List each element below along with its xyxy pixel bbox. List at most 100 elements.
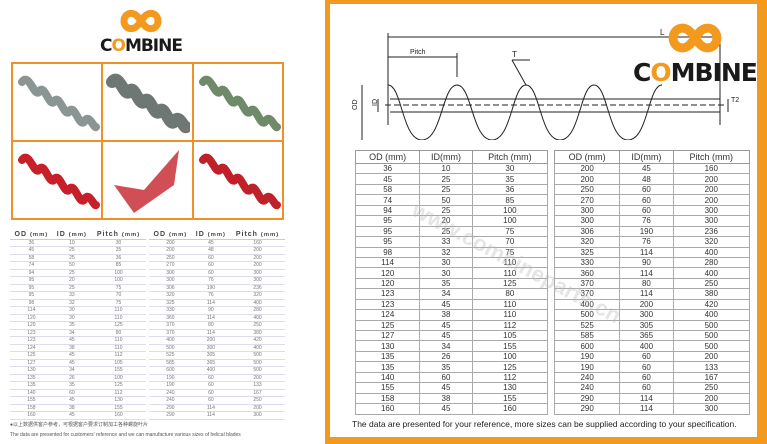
od-cell: 94 bbox=[10, 269, 53, 277]
pitch-cell: 280 bbox=[230, 306, 285, 315]
pitch-cell: 380 bbox=[230, 329, 285, 337]
pitch-cell: 420 bbox=[230, 336, 285, 345]
pitch-cell: 300 bbox=[672, 403, 751, 415]
pitch-cell: 200 bbox=[230, 261, 285, 270]
id-cell: 60 bbox=[191, 254, 231, 262]
table-row: 140 60 112 bbox=[10, 389, 146, 397]
id-cell: 45 bbox=[419, 298, 473, 311]
od-cell: 95 bbox=[354, 236, 421, 248]
id-cell: 48 bbox=[619, 173, 674, 185]
pitch-cell: 400 bbox=[672, 267, 751, 279]
id-cell: 10 bbox=[52, 239, 92, 247]
od-cell: 585 bbox=[149, 359, 192, 367]
id-cell: 25 bbox=[419, 225, 473, 238]
od-cell: 290 bbox=[149, 404, 192, 412]
od-cell: 120 bbox=[10, 314, 53, 322]
id-cell: 33 bbox=[419, 236, 473, 248]
size-table-1: OD (mm) ID(mm) Pitch (mm) 36 10 30 45 25 35 58… bbox=[354, 150, 549, 415]
pitch-cell: 36 bbox=[471, 183, 549, 196]
od-cell: 120 bbox=[10, 321, 53, 330]
table-row: 58 25 36 bbox=[10, 254, 146, 262]
pitch-cell: 110 bbox=[91, 344, 146, 352]
od-cell: 130 bbox=[354, 340, 421, 352]
od-cell: 114 bbox=[354, 256, 421, 269]
id-cell: 76 bbox=[191, 291, 231, 300]
od-cell: 95 bbox=[354, 215, 421, 227]
table-row: 160 45 160 bbox=[10, 411, 146, 420]
id-cell: 32 bbox=[419, 246, 473, 258]
pitch-cell: 85 bbox=[471, 194, 549, 206]
id-cell: 34 bbox=[419, 288, 473, 300]
od-cell: 585 bbox=[553, 329, 621, 342]
table-row: 270 60 200 bbox=[149, 261, 285, 270]
pitch-cell: 500 bbox=[230, 359, 285, 367]
od-cell: 130 bbox=[10, 366, 53, 375]
od-cell: 300 bbox=[149, 269, 192, 277]
col-od: OD (mm) bbox=[553, 150, 621, 164]
pitch-cell: 125 bbox=[91, 321, 146, 330]
table-row: 370 114 380 bbox=[149, 329, 285, 337]
table-row: 95 20 100 bbox=[10, 276, 146, 285]
id-cell: 30 bbox=[52, 314, 92, 322]
id-cell: 114 bbox=[619, 288, 674, 300]
id-cell: 45 bbox=[52, 396, 92, 405]
od-cell: 127 bbox=[10, 359, 53, 367]
table-row: 155 45 130 bbox=[354, 382, 549, 394]
od-cell: 325 bbox=[149, 299, 192, 307]
pitch-cell: 100 bbox=[471, 215, 549, 227]
table-row: 124 38 110 bbox=[354, 309, 549, 321]
od-cell: 400 bbox=[553, 298, 621, 311]
pitch-cell: 200 bbox=[230, 374, 285, 382]
od-cell: 74 bbox=[354, 194, 421, 206]
table-row: 94 25 100 bbox=[354, 204, 549, 217]
left-note-chinese: ●以上数据供客户参考，可根据客户要求订制加工各种螺旋叶片 bbox=[10, 422, 149, 428]
col-od: OD (mm) bbox=[149, 230, 192, 240]
od-cell: 370 bbox=[553, 277, 621, 290]
id-cell: 76 bbox=[619, 215, 674, 227]
od-cell: 125 bbox=[10, 351, 53, 360]
id-cell: 60 bbox=[191, 381, 231, 390]
table-row: 240 60 250 bbox=[553, 382, 751, 394]
table-row: 585 365 500 bbox=[553, 329, 751, 342]
id-cell: 35 bbox=[52, 381, 92, 390]
table-row: 585 365 500 bbox=[149, 359, 285, 367]
col-id: ID(mm) bbox=[419, 150, 473, 164]
od-cell: 123 bbox=[10, 336, 53, 345]
table-row: 240 60 167 bbox=[553, 371, 751, 384]
pitch-cell: 500 bbox=[672, 340, 751, 352]
id-cell: 45 bbox=[52, 336, 92, 345]
pitch-cell: 236 bbox=[672, 225, 751, 238]
table-row: 36 10 30 bbox=[10, 239, 146, 247]
table-row: 190 60 133 bbox=[149, 381, 285, 390]
product-photo-red-spiral-blade bbox=[13, 142, 102, 218]
pitch-cell: 400 bbox=[230, 314, 285, 322]
id-cell: 25 bbox=[419, 183, 473, 196]
id-cell: 90 bbox=[619, 256, 674, 269]
table-row: 95 33 70 bbox=[354, 236, 549, 248]
id-cell: 30 bbox=[419, 267, 473, 279]
table-row: 300 60 300 bbox=[553, 204, 751, 217]
table-row: 190 60 200 bbox=[149, 374, 285, 382]
table-row: 74 50 85 bbox=[10, 261, 146, 270]
table-row: 45 25 35 bbox=[354, 173, 549, 185]
od-cell: 45 bbox=[354, 173, 421, 185]
table-row: 320 76 320 bbox=[553, 236, 751, 248]
id-cell: 45 bbox=[52, 411, 92, 420]
od-cell: 158 bbox=[354, 392, 421, 405]
table-row: 290 114 300 bbox=[149, 411, 285, 420]
table-row: 36 10 30 bbox=[354, 162, 549, 175]
od-cell: 135 bbox=[10, 381, 53, 390]
table-row: 120 35 125 bbox=[354, 277, 549, 290]
pitch-cell: 110 bbox=[91, 306, 146, 315]
id-cell: 114 bbox=[191, 404, 231, 412]
table-row: 290 114 300 bbox=[553, 403, 751, 415]
table-row: 200 45 160 bbox=[149, 239, 285, 247]
col-id: ID (mm) bbox=[191, 230, 231, 240]
table-row: 123 34 80 bbox=[354, 288, 549, 300]
od-cell: 525 bbox=[149, 351, 192, 360]
table-row: 250 60 200 bbox=[553, 183, 751, 196]
table-row: 130 34 155 bbox=[354, 340, 549, 352]
od-cell: 45 bbox=[10, 246, 53, 255]
pitch-cell: 75 bbox=[91, 284, 146, 292]
pitch-cell: 36 bbox=[91, 254, 146, 262]
